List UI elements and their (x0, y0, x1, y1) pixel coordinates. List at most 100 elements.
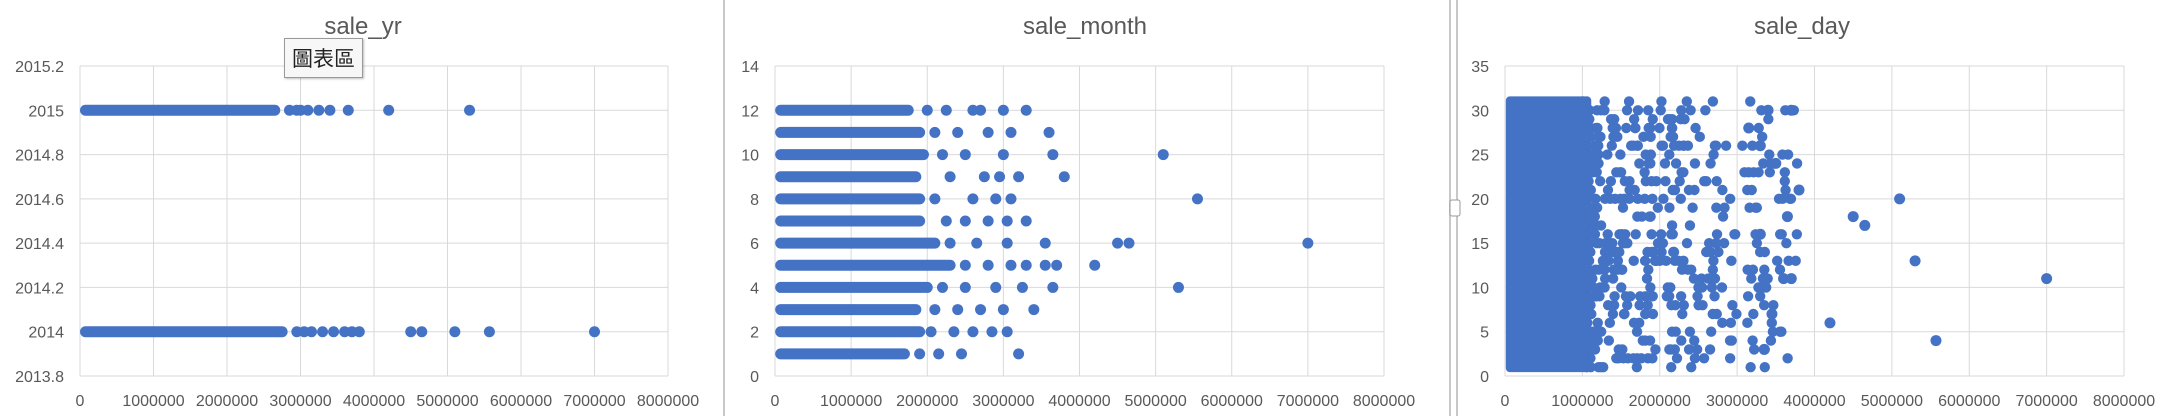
data-point (1016, 281, 1028, 293)
y-tick-label: 12 (741, 103, 759, 120)
data-point (1112, 237, 1124, 249)
data-point (1595, 326, 1607, 337)
data-point (1666, 299, 1677, 311)
data-point (1755, 291, 1766, 302)
data-point (1005, 126, 1017, 138)
data-point (1652, 202, 1664, 213)
data-point (990, 193, 1002, 205)
data-point (483, 326, 495, 338)
data-point (1601, 237, 1612, 249)
data-point (1612, 255, 1624, 267)
data-point (383, 104, 395, 116)
y-tick-label: 10 (1471, 280, 1489, 297)
data-point (1767, 326, 1779, 337)
data-point (1727, 299, 1738, 311)
data-point (1750, 202, 1761, 213)
data-point (1585, 361, 1596, 373)
data-point (1713, 246, 1724, 258)
data-point (1625, 291, 1636, 302)
y-tick-label: 2 (750, 325, 759, 342)
data-point (967, 326, 979, 338)
data-point (1599, 96, 1610, 107)
data-point (1742, 317, 1753, 329)
chart-sale-day[interactable]: sale_day 0 5 10 15 20 25 30 35 0 1000000 2000000 30… (1471, 13, 2155, 410)
data-point (1655, 229, 1667, 240)
resize-handle[interactable] (1449, 199, 1461, 217)
data-point (1020, 259, 1032, 271)
data-point (1058, 171, 1070, 183)
data-point (1586, 335, 1597, 346)
data-point (313, 104, 325, 116)
x-tick-label: 6000000 (1938, 393, 2000, 410)
y-tick-label: 35 (1471, 59, 1489, 76)
chart-sale-yr[interactable]: sale_yr 2013.8 2014 2014.2 2014.4 2014.6 2014… (15, 13, 699, 410)
data-point (1592, 317, 1603, 329)
data-point (1717, 317, 1728, 329)
data-point (1641, 273, 1653, 284)
data-point (1689, 158, 1701, 169)
data-point (1614, 246, 1625, 258)
data-point (1602, 299, 1614, 311)
data-point (1588, 282, 1599, 293)
data-point (1618, 353, 1629, 364)
data-point (1691, 344, 1703, 355)
data-point (929, 126, 941, 138)
data-point (1623, 96, 1635, 107)
data-point (1692, 291, 1703, 302)
data-point (1582, 344, 1593, 355)
data-point (1005, 193, 1017, 205)
data-point (1664, 149, 1675, 160)
data-point (1652, 237, 1664, 249)
data-point (1737, 140, 1748, 151)
data-point (1766, 317, 1777, 329)
y-tick-label: 2014.2 (15, 280, 64, 297)
data-point (1638, 131, 1649, 143)
data-point (1724, 335, 1736, 346)
x-tick-label: 4000000 (1048, 393, 1110, 410)
data-point (1708, 149, 1719, 160)
x-tick-label: 4000000 (1783, 393, 1845, 410)
data-point (1785, 104, 1797, 116)
data-point (324, 104, 336, 116)
data-point (1643, 105, 1654, 116)
data-point (1645, 158, 1656, 169)
data-point (1640, 291, 1651, 302)
data-point (449, 326, 461, 338)
data-point (1702, 273, 1714, 284)
data-point (1705, 246, 1716, 258)
data-point (1591, 237, 1603, 249)
data-point (1682, 140, 1694, 151)
x-tick-label: 5000000 (416, 393, 478, 410)
data-point (1605, 113, 1617, 125)
x-tick-label: 0 (1501, 393, 1510, 410)
data-point (1707, 264, 1719, 275)
data-point (1766, 308, 1778, 320)
data-point (1666, 361, 1677, 373)
data-point (1700, 105, 1711, 116)
data-point (1631, 361, 1643, 373)
x-tick-label: 5000000 (1861, 393, 1923, 410)
data-point (1711, 202, 1722, 213)
data-point (1665, 344, 1677, 355)
data-point (929, 193, 941, 205)
data-point (1703, 237, 1715, 249)
data-point (1666, 122, 1678, 134)
data-point (1689, 353, 1701, 364)
data-point (1676, 105, 1687, 116)
data-point (1745, 96, 1756, 107)
data-point (1645, 149, 1657, 160)
data-point (1603, 335, 1615, 346)
data-point (1670, 158, 1682, 169)
data-point (1028, 304, 1040, 316)
data-point (1621, 105, 1633, 116)
data-point (1748, 308, 1759, 320)
data-point (1785, 273, 1797, 285)
chart-sale-month[interactable]: sale_month 0 2 4 6 8 10 12 14 0 1000000 2000000 300… (741, 13, 1415, 410)
data-point (416, 326, 428, 338)
data-point (1754, 140, 1766, 152)
data-point (1667, 184, 1678, 196)
y-tick-label: 25 (1471, 148, 1489, 165)
data-point (1001, 237, 1013, 249)
data-point (302, 104, 314, 116)
